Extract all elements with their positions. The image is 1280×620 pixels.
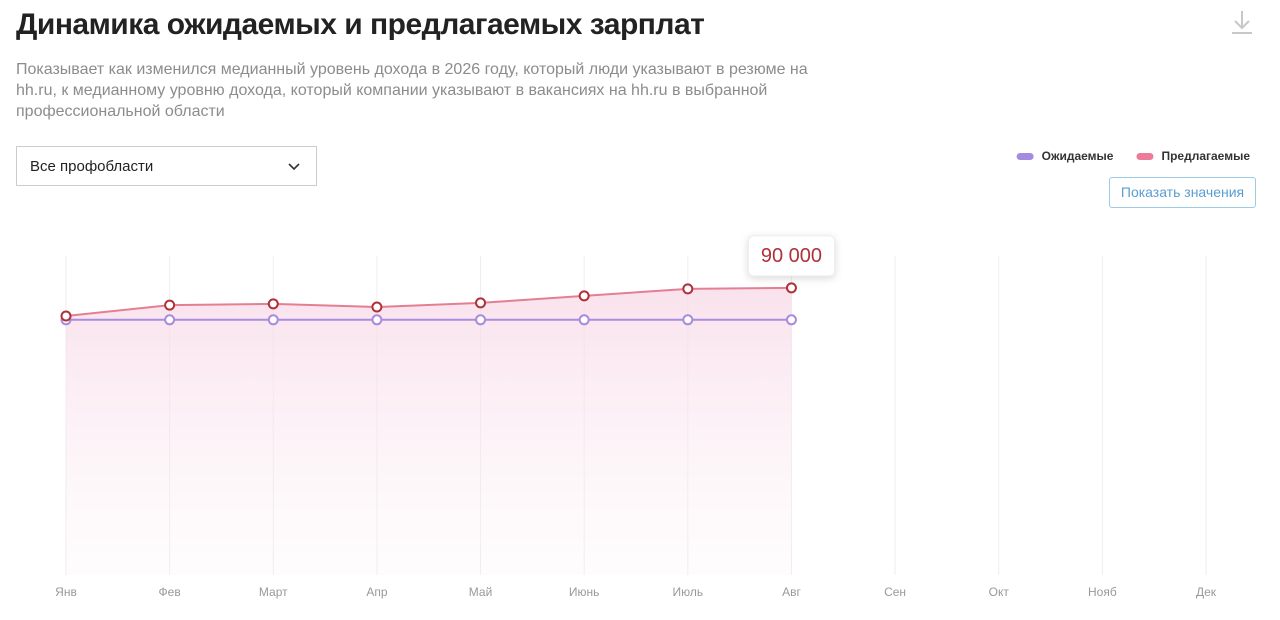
- x-tick-label: Янв: [55, 585, 77, 599]
- x-tick-label: Дек: [1196, 585, 1217, 599]
- x-tick-label: Авг: [782, 585, 801, 599]
- x-tick-label: Апр: [366, 585, 388, 599]
- series-line: [65, 286, 792, 317]
- x-tick-label: Июнь: [569, 585, 600, 599]
- point: [475, 314, 487, 326]
- dropdown-label: Все профобласти: [30, 158, 154, 175]
- download-icon[interactable]: [1232, 11, 1252, 34]
- x-tick-label: Июль: [673, 585, 704, 599]
- point: [267, 314, 279, 326]
- legend-label: Ожидаемые: [1042, 149, 1114, 163]
- x-tick-label: Май: [469, 585, 493, 599]
- point: [267, 298, 279, 310]
- point: [475, 297, 487, 309]
- tooltip-value: 90 000: [761, 245, 822, 267]
- point: [164, 314, 176, 326]
- point: [578, 290, 590, 302]
- point: [785, 282, 797, 294]
- point: [682, 283, 694, 295]
- point: [60, 310, 72, 322]
- legend-label: Предлагаемые: [1161, 149, 1250, 163]
- x-tick-label: Фев: [159, 585, 181, 599]
- legend-swatch: [1136, 153, 1154, 160]
- x-tick-label: Март: [259, 585, 288, 599]
- dropdown[interactable]: Все профобласти: [16, 146, 317, 186]
- x-tick-label: Окт: [989, 585, 1010, 599]
- point: [371, 314, 383, 326]
- point: [371, 301, 383, 313]
- area: [66, 287, 792, 575]
- legend-swatch: [1016, 153, 1034, 160]
- point: [164, 299, 176, 311]
- title: Динамика ожидаемых и предлагаемых зарпла…: [16, 8, 705, 41]
- show-values-button[interactable]: Показать значения: [1109, 177, 1256, 208]
- chevron: [288, 163, 300, 171]
- point: [785, 314, 797, 326]
- x-tick-label: Сен: [884, 585, 906, 599]
- tooltip: [747, 235, 835, 277]
- x-tick-label: Нояб: [1088, 585, 1117, 599]
- point: [578, 314, 590, 326]
- point: [682, 314, 694, 326]
- subtitle: Показывает как изменился медианный урове…: [16, 61, 808, 120]
